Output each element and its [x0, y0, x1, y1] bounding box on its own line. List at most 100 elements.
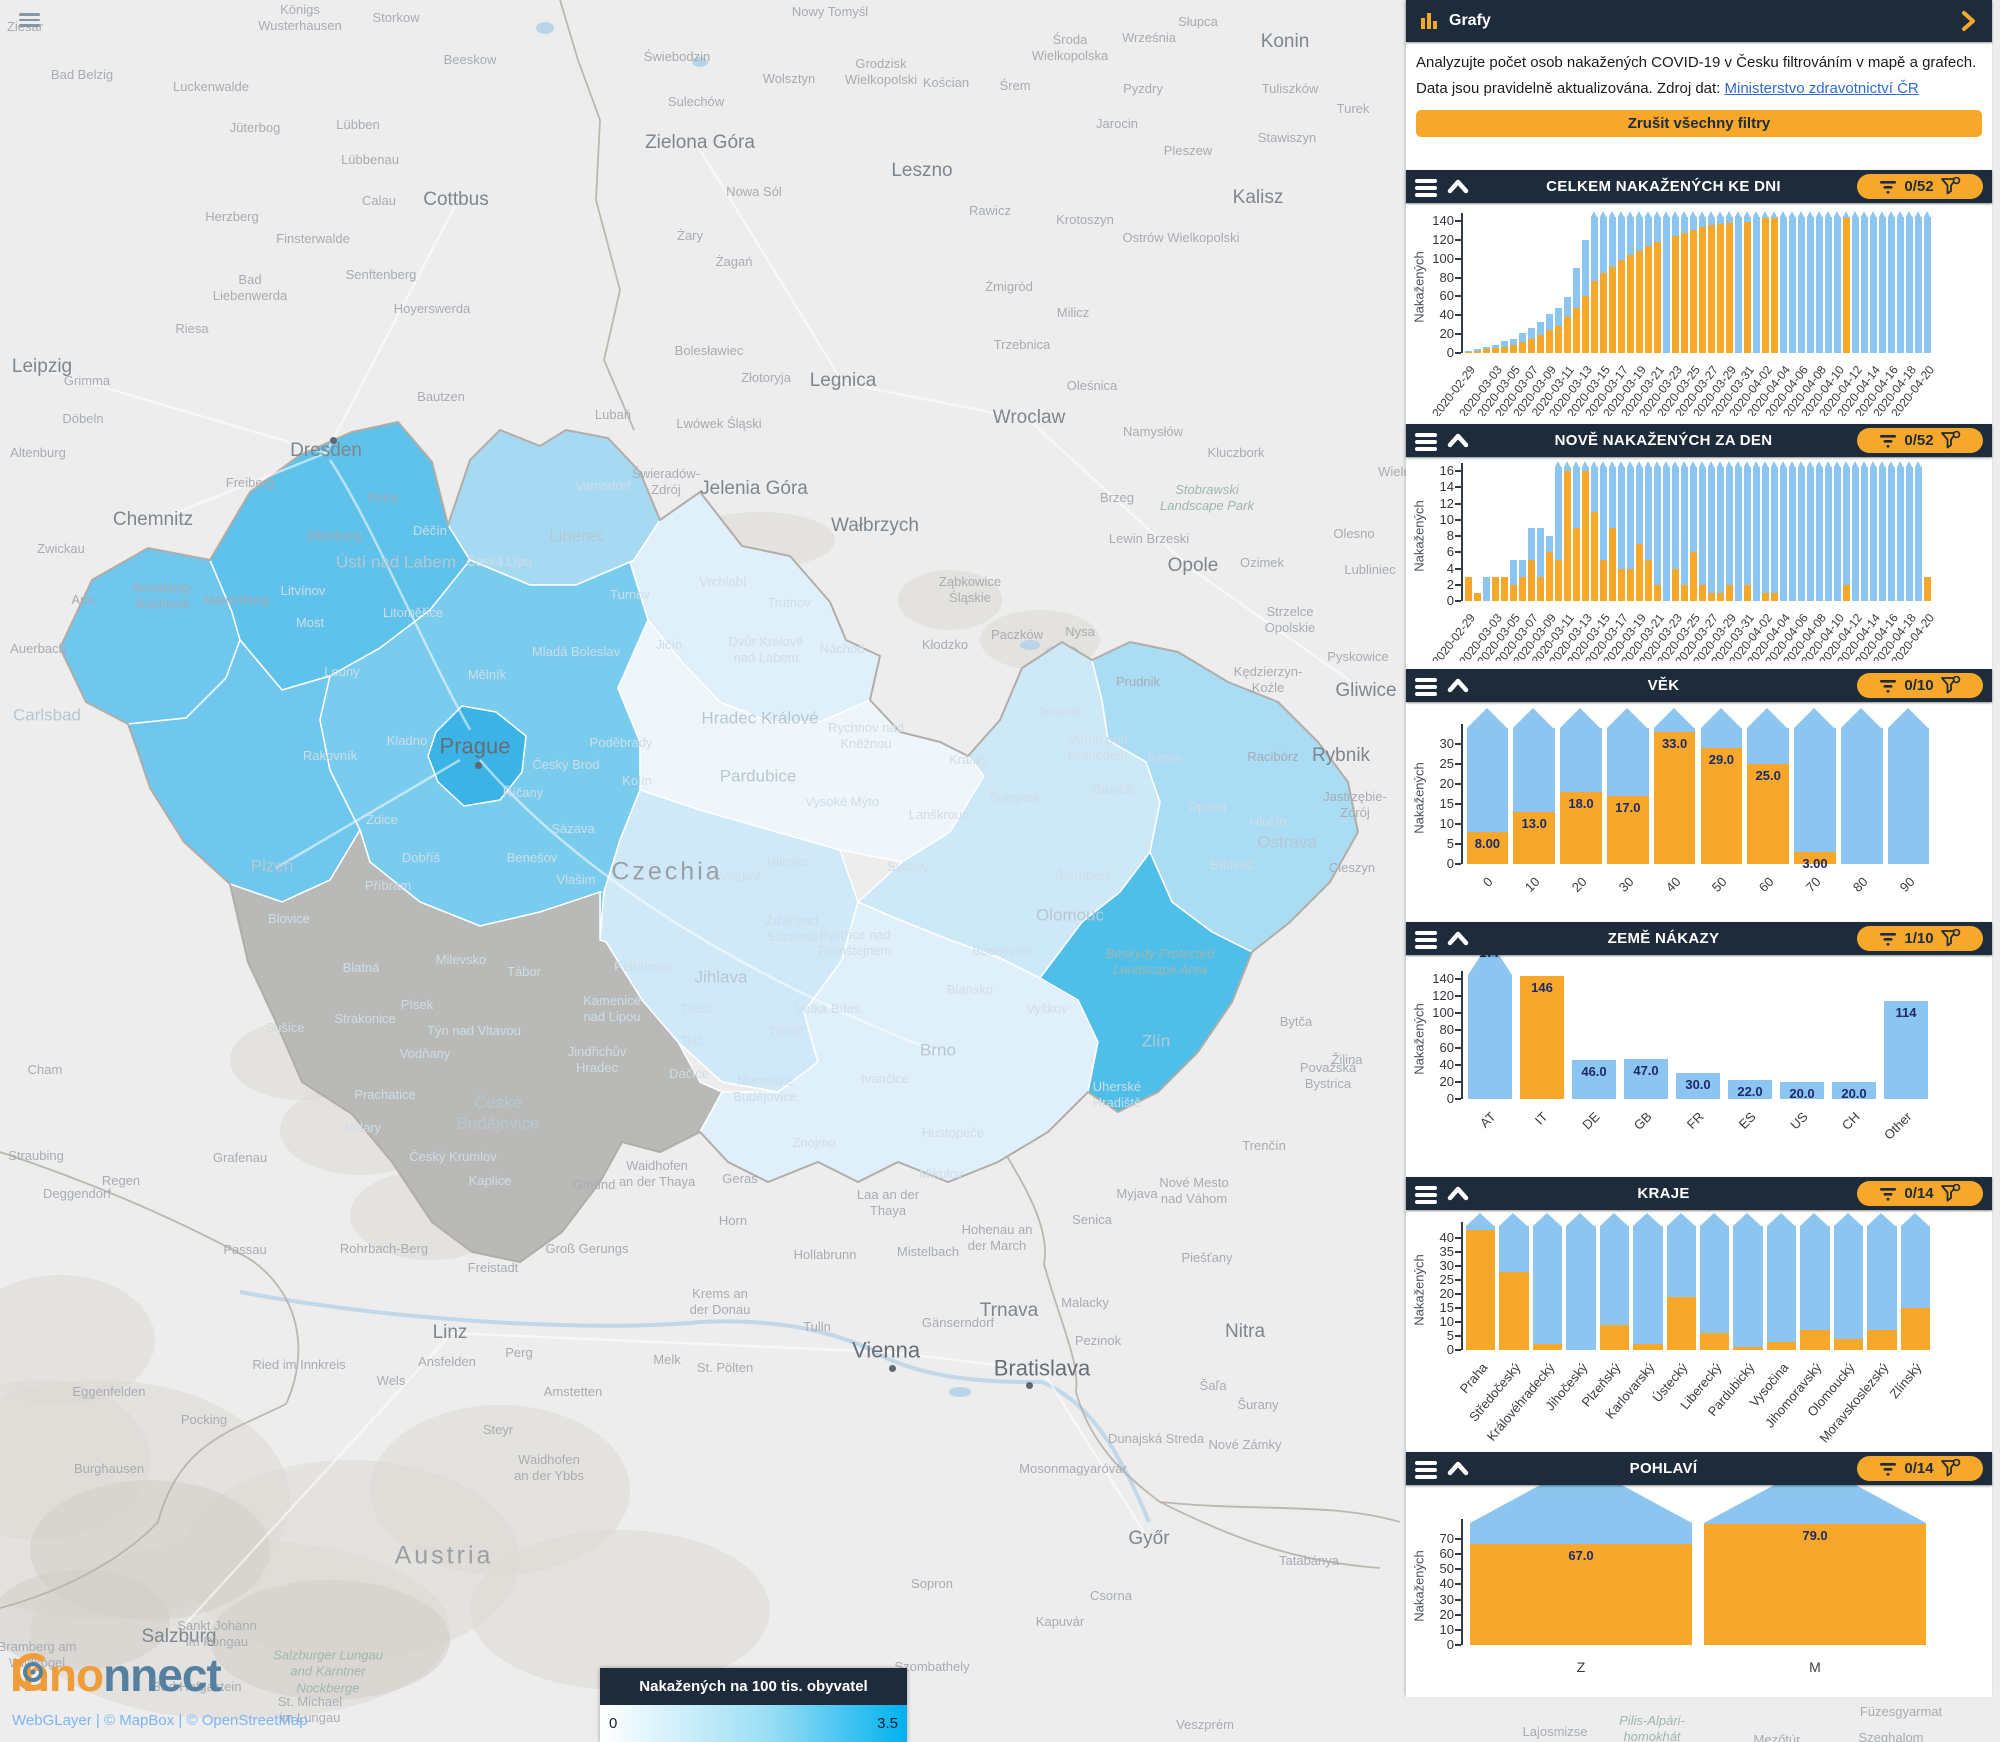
bar-total-2020-04-09[interactable] [1824, 467, 1833, 601]
panel-menu-icon[interactable] [1415, 179, 1437, 197]
collapse-icon[interactable] [1446, 431, 1470, 451]
clear-filters-button[interactable]: Zrušit všechny filtry [1416, 110, 1982, 137]
bar-total-2020-03-26[interactable] [1698, 467, 1707, 601]
bar-total-2020-04-18[interactable] [1905, 467, 1914, 601]
bar-selected-30[interactable] [1606, 796, 1649, 864]
bar-selected-2020-03-17[interactable] [1617, 568, 1626, 601]
bar-selected-2020-03-28[interactable] [1716, 223, 1725, 353]
collapse-icon[interactable] [1446, 676, 1470, 696]
bar-total-2020-03-22[interactable] [1662, 217, 1671, 353]
bar-selected-2020-02-29[interactable] [1464, 352, 1473, 353]
bar-total-ES[interactable] [1728, 1080, 1772, 1099]
bar-total-2020-04-16[interactable] [1887, 217, 1896, 353]
bar-selected-2020-03-23[interactable] [1671, 568, 1680, 601]
bar-selected-2020-03-19[interactable] [1635, 544, 1644, 601]
bar-total-Královéhradecký[interactable] [1532, 1226, 1563, 1350]
bar-total-2020-04-17[interactable] [1896, 467, 1905, 601]
bar-total-2020-04-20[interactable] [1923, 217, 1932, 353]
bar-total-2020-04-12[interactable] [1851, 467, 1860, 601]
bar-selected-Vysočina[interactable] [1766, 1341, 1797, 1350]
bar-selected-IT[interactable] [1520, 976, 1564, 1099]
bar-selected-2020-03-19[interactable] [1635, 251, 1644, 353]
bar-selected-2020-04-03[interactable] [1770, 592, 1779, 601]
bar-selected-2020-03-09[interactable] [1545, 552, 1554, 601]
bar-selected-40[interactable] [1653, 732, 1696, 864]
bar-selected-Moravskoslezský[interactable] [1867, 1330, 1897, 1350]
bar-selected-50[interactable] [1700, 748, 1743, 864]
bar-total-2020-04-08[interactable] [1815, 217, 1824, 353]
panel-menu-icon[interactable] [1415, 931, 1437, 949]
filter-badge[interactable]: 0/14 [1857, 1181, 1983, 1206]
bar-total-2020-03-08[interactable] [1536, 527, 1545, 601]
bar-selected-2020-03-28[interactable] [1716, 592, 1725, 601]
bar-total-2020-03-19[interactable] [1635, 467, 1644, 601]
panel-menu-icon[interactable] [1415, 678, 1437, 696]
bar-selected-2020-03-24[interactable] [1680, 584, 1689, 601]
bar-selected-2020-03-05[interactable] [1509, 345, 1518, 353]
bar-total-2020-04-11[interactable] [1842, 467, 1851, 601]
bar-selected-60[interactable] [1747, 764, 1790, 864]
bar-selected-2020-03-07[interactable] [1527, 338, 1536, 353]
bar-selected-2020-03-23[interactable] [1671, 236, 1680, 353]
bar-total-2020-04-13[interactable] [1860, 217, 1869, 353]
filter-badge[interactable]: 1/10 [1857, 926, 1983, 951]
bar-selected-2020-03-16[interactable] [1608, 527, 1617, 601]
bar-total-2020-04-04[interactable] [1779, 217, 1788, 353]
bar-total-DE[interactable] [1572, 1059, 1616, 1099]
bar-total-2020-04-01[interactable] [1752, 217, 1761, 353]
bar-selected-0[interactable] [1466, 832, 1509, 864]
bar-selected-2020-03-10[interactable] [1554, 325, 1563, 353]
bar-selected-2020-03-31[interactable] [1743, 221, 1752, 353]
bar-selected-2020-03-20[interactable] [1644, 246, 1653, 353]
bar-selected-2020-04-02[interactable] [1761, 218, 1770, 353]
bar-total-2020-03-21[interactable] [1653, 467, 1662, 601]
bar-total-2020-04-13[interactable] [1860, 467, 1869, 601]
bar-selected-Olomoucký[interactable] [1833, 1338, 1864, 1350]
bar-selected-Pardubický[interactable] [1733, 1347, 1763, 1350]
bar-selected-Jihomoravský[interactable] [1800, 1330, 1830, 1350]
map-attribution[interactable]: WebGLayer | © MapBox | © OpenStreetMap [12, 1712, 308, 1729]
bar-selected-2020-02-29[interactable] [1464, 576, 1473, 601]
bar-selected-2020-03-12[interactable] [1572, 307, 1581, 353]
bar-total-Olomoucký[interactable] [1833, 1226, 1864, 1350]
region-Praha[interactable] [427, 705, 527, 807]
bar-selected-2020-03-18[interactable] [1626, 568, 1635, 601]
bar-total-2020-04-04[interactable] [1779, 467, 1788, 601]
bar-selected-2020-03-05[interactable] [1509, 584, 1518, 601]
bar-total-2020-03-28[interactable] [1716, 467, 1725, 601]
bar-total-2020-03-29[interactable] [1725, 467, 1734, 601]
bar-selected-2020-03-06[interactable] [1518, 576, 1527, 601]
bar-selected-2020-03-16[interactable] [1608, 267, 1617, 353]
bar-selected-2020-03-14[interactable] [1590, 281, 1599, 353]
bar-selected-2020-03-11[interactable] [1563, 317, 1572, 353]
bar-selected-2020-03-02[interactable] [1482, 349, 1491, 353]
map-menu-icon[interactable] [19, 13, 40, 28]
bar-total-2020-03-30[interactable] [1734, 467, 1743, 601]
bar-total-2020-04-15[interactable] [1878, 217, 1887, 353]
bar-selected-2020-04-02[interactable] [1761, 592, 1770, 601]
bar-total-2020-04-09[interactable] [1824, 217, 1833, 353]
bar-total-Karlovarský[interactable] [1633, 1226, 1663, 1350]
bar-selected-2020-03-03[interactable] [1491, 348, 1500, 353]
bar-total-2020-04-01[interactable] [1752, 467, 1761, 601]
bar-total-Other[interactable] [1884, 1001, 1928, 1099]
bar-selected-2020-03-10[interactable] [1554, 560, 1563, 601]
bar-total-90[interactable] [1887, 728, 1930, 864]
bar-selected-2020-03-15[interactable] [1599, 560, 1608, 601]
panel-menu-icon[interactable] [1415, 1461, 1437, 1479]
bar-total-2020-03-17[interactable] [1617, 467, 1626, 601]
bar-selected-Z[interactable] [1470, 1543, 1692, 1645]
bar-total-2020-04-03[interactable] [1770, 467, 1779, 601]
source-link[interactable]: Ministerstvo zdravotnictví ČR [1724, 80, 1919, 97]
bar-total-2020-04-07[interactable] [1806, 217, 1815, 353]
bar-total-2020-03-24[interactable] [1680, 467, 1689, 601]
bar-total-2020-04-05[interactable] [1788, 217, 1797, 353]
panel-menu-icon[interactable] [1415, 433, 1437, 451]
bar-selected-2020-03-17[interactable] [1617, 259, 1626, 353]
filter-badge[interactable]: 0/52 [1857, 174, 1983, 199]
bar-selected-2020-03-29[interactable] [1725, 584, 1734, 601]
bar-total-2020-03-18[interactable] [1626, 467, 1635, 601]
bar-selected-2020-03-13[interactable] [1581, 471, 1590, 601]
bar-selected-2020-03-08[interactable] [1536, 335, 1545, 353]
bar-total-2020-03-30[interactable] [1734, 217, 1743, 353]
